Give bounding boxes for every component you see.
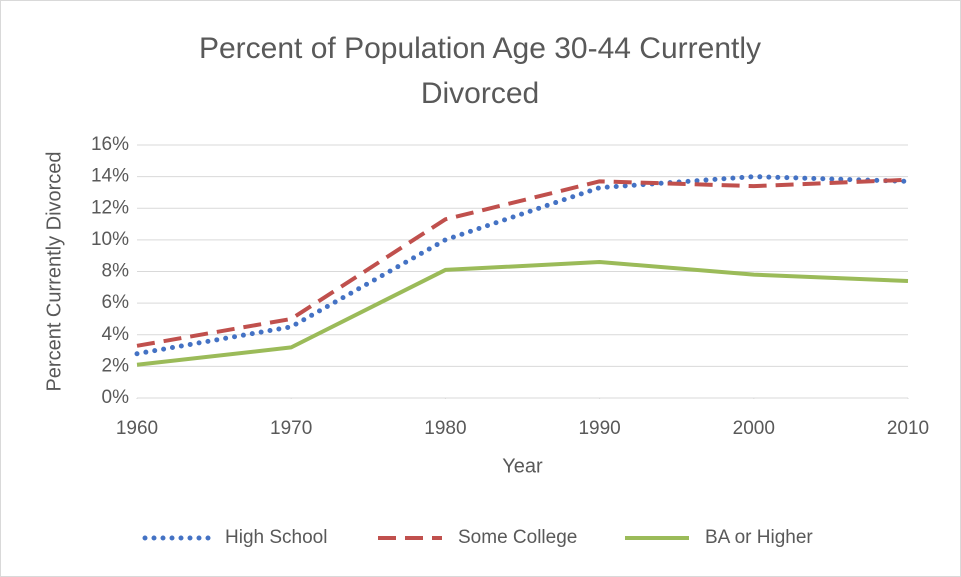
y-tick-label: 16% xyxy=(91,134,129,155)
y-tick-label: 8% xyxy=(102,261,130,282)
legend-label: BA or Higher xyxy=(705,527,813,548)
x-axis-label: Year xyxy=(502,455,543,477)
y-tick-label: 10% xyxy=(91,229,129,250)
series-line xyxy=(134,174,911,357)
series-line xyxy=(136,177,909,348)
legend-label: Some College xyxy=(458,527,577,548)
y-tick-label: 2% xyxy=(102,355,130,376)
x-tick-label: 1980 xyxy=(424,418,466,439)
x-tick-label: 2000 xyxy=(733,418,775,439)
y-tick-label: 6% xyxy=(102,292,130,313)
legend-label: High School xyxy=(225,527,327,548)
y-tick-label: 0% xyxy=(102,387,130,408)
x-tick-label: 1990 xyxy=(578,418,620,439)
chart-title: Percent of Population Age 30-44 Currentl… xyxy=(198,32,762,110)
series-line xyxy=(136,260,909,367)
x-tick-label: 1960 xyxy=(116,418,158,439)
y-tick-label: 14% xyxy=(91,166,129,187)
y-tick-label: 12% xyxy=(91,197,129,218)
y-axis-label: Percent Currently Divorced xyxy=(43,151,65,391)
y-tick-label: 4% xyxy=(102,324,130,345)
x-tick-label: 1970 xyxy=(270,418,312,439)
x-tick-label: 2010 xyxy=(887,418,929,439)
